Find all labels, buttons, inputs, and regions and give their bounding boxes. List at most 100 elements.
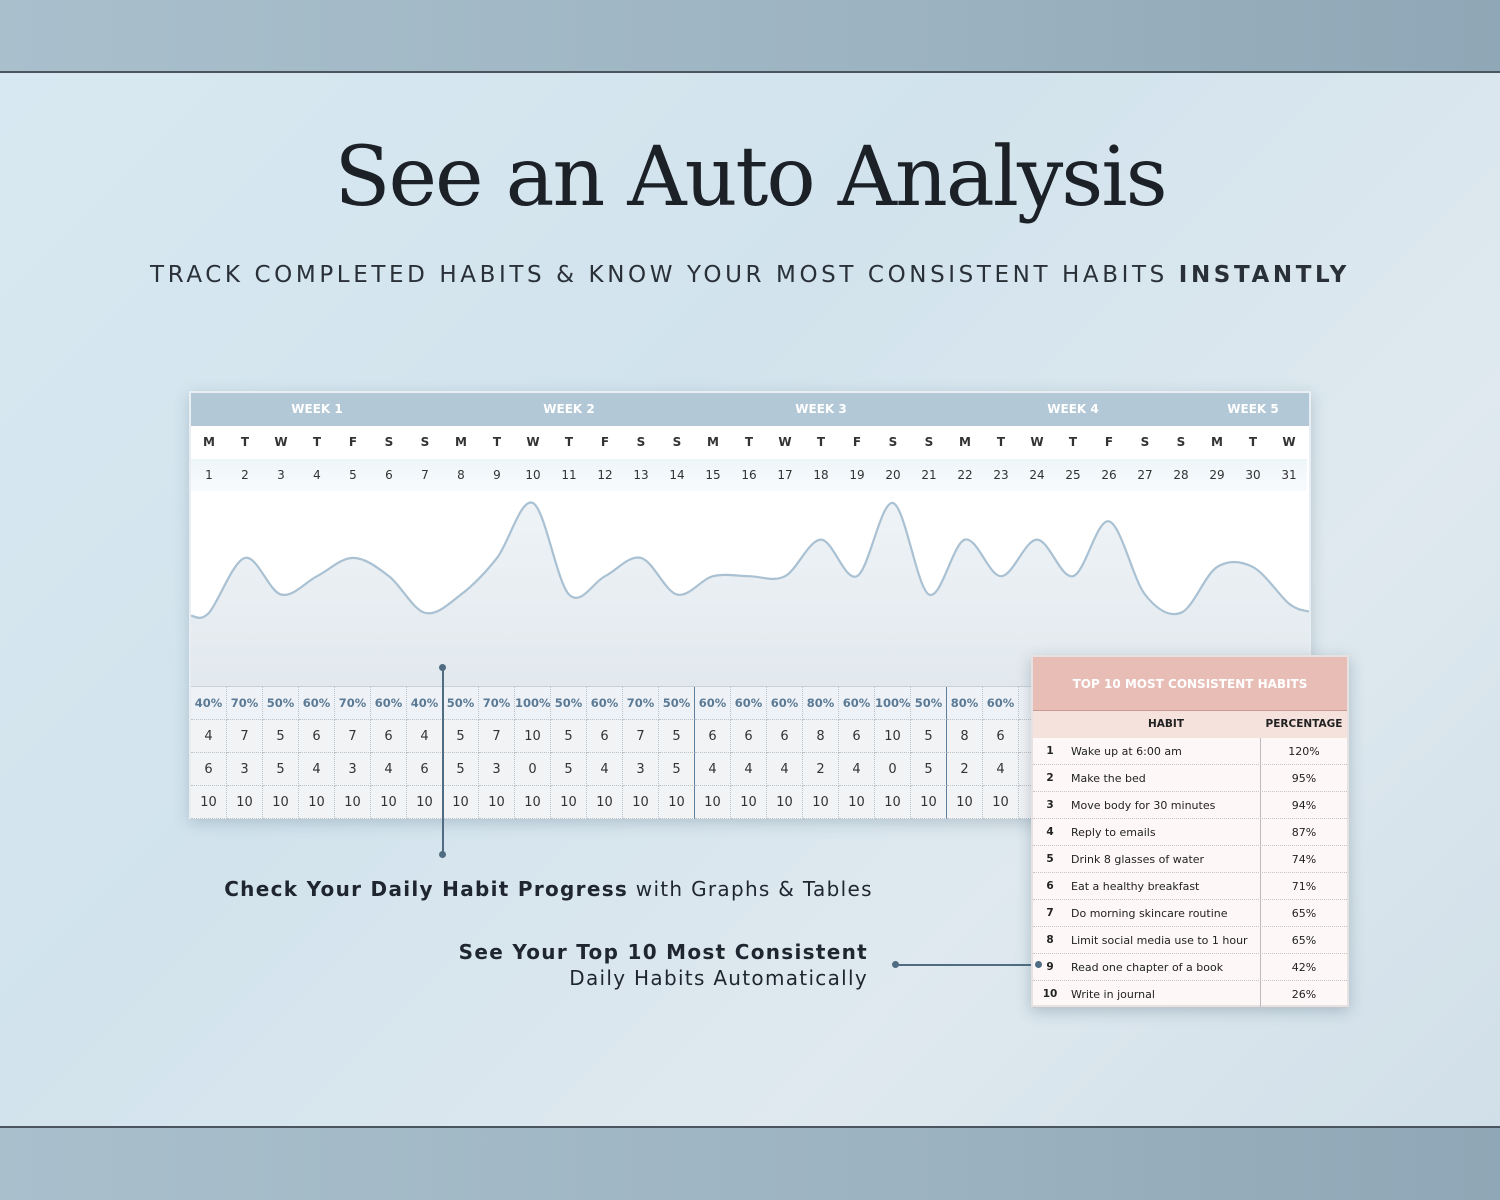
day-number: 27 (1137, 468, 1153, 482)
top10-title: TOP 10 MOST CONSISTENT HABITS (1033, 657, 1347, 711)
table-cell: 0 (515, 753, 551, 786)
table-cell: 60% (371, 687, 407, 720)
table-cell: 4 (407, 720, 443, 753)
table-cell: 5 (659, 720, 695, 753)
table-cell: 80% (947, 687, 983, 720)
top10-row: 10 Write in journal 26% (1033, 981, 1347, 1008)
habit-percentage: 42% (1291, 961, 1317, 974)
habit-name: Move body for 30 minutes (1067, 792, 1261, 818)
table-cell: 60% (767, 687, 803, 720)
day-letter: M (455, 435, 467, 449)
table-cell: 70% (479, 687, 515, 720)
bottom-band (0, 1126, 1500, 1200)
top10-row: 8 Limit social media use to 1 hour 65% (1033, 927, 1347, 954)
day-letter: T (1068, 435, 1078, 449)
table-cell: 60% (695, 687, 731, 720)
day-number: 2 (241, 468, 249, 482)
top10-habits-card: TOP 10 MOST CONSISTENT HABITS HABIT PERC… (1031, 655, 1349, 1008)
caption-progress-bold: Check Your Daily Habit Progress (224, 877, 629, 901)
day-letter: T (816, 435, 826, 449)
rank: 3 (1046, 799, 1054, 811)
table-cell: 4 (695, 753, 731, 786)
table-cell: 60% (299, 687, 335, 720)
day-number: 18 (813, 468, 829, 482)
day-number: 7 (421, 468, 429, 482)
table-cell: 60% (587, 687, 623, 720)
table-cell: 6 (371, 720, 407, 753)
habit-percentage: 87% (1291, 826, 1317, 839)
day-number: 4 (313, 468, 321, 482)
table-cell: 10 (299, 786, 335, 819)
table-cell: 50% (659, 687, 695, 720)
day-letter: W (274, 435, 288, 449)
habit-percentage: 65% (1291, 934, 1317, 947)
habit-name: Eat a healthy breakfast (1067, 873, 1261, 899)
caption-progress: Check Your Daily Habit Progress with Gra… (0, 877, 1097, 901)
week-label: WEEK 2 (543, 402, 595, 416)
day-number: 21 (921, 468, 937, 482)
table-cell: 60% (731, 687, 767, 720)
caption-progress-rest: with Graphs & Tables (635, 877, 873, 901)
day-number: 24 (1029, 468, 1045, 482)
day-number: 19 (849, 468, 865, 482)
table-cell: 10 (623, 786, 659, 819)
day-letter: T (312, 435, 322, 449)
table-cell: 5 (551, 753, 587, 786)
table-cell: 7 (227, 720, 263, 753)
day-number: 15 (705, 468, 721, 482)
day-letter: S (636, 435, 646, 449)
rank: 6 (1046, 880, 1054, 892)
day-letter: W (1030, 435, 1044, 449)
habit-percentage: 95% (1291, 772, 1317, 785)
table-cell: 10 (731, 786, 767, 819)
table-cell: 10 (767, 786, 803, 819)
table-cell: 10 (263, 786, 299, 819)
table-cell: 6 (767, 720, 803, 753)
table-cell: 3 (227, 753, 263, 786)
day-number: 6 (385, 468, 393, 482)
habit-percentage: 65% (1291, 907, 1317, 920)
table-cell: 50% (263, 687, 299, 720)
table-cell: 10 (443, 786, 479, 819)
chart-line (191, 501, 1309, 619)
day-number: 23 (993, 468, 1009, 482)
table-cell: 6 (839, 720, 875, 753)
day-number: 14 (669, 468, 685, 482)
table-cell: 4 (371, 753, 407, 786)
rank: 4 (1046, 826, 1054, 838)
table-cell: 5 (659, 753, 695, 786)
day-number: 17 (777, 468, 793, 482)
callout-dot (439, 664, 446, 671)
table-cell: 10 (875, 720, 911, 753)
callout-line-top10 (896, 964, 1038, 966)
table-cell: 4 (983, 753, 1019, 786)
day-letter: M (707, 435, 719, 449)
table-cell: 4 (731, 753, 767, 786)
caption-top10-bold: See Your Top 10 Most Consistent (458, 940, 868, 964)
table-cell: 6 (587, 720, 623, 753)
day-letter: F (348, 435, 358, 449)
table-cell: 10 (515, 720, 551, 753)
table-cell: 10 (371, 786, 407, 819)
day-letter: F (600, 435, 610, 449)
table-cell: 3 (623, 753, 659, 786)
top10-row: 3 Move body for 30 minutes 94% (1033, 792, 1347, 819)
rank: 8 (1046, 934, 1054, 946)
habit-name: Wake up at 6:00 am (1067, 738, 1261, 764)
caption-top10-rest: Daily Habits Automatically (569, 966, 868, 990)
table-cell: 4 (299, 753, 335, 786)
day-letter: T (492, 435, 502, 449)
table-cell: 10 (659, 786, 695, 819)
table-cell: 60% (983, 687, 1019, 720)
table-cell: 4 (839, 753, 875, 786)
day-letter: S (672, 435, 682, 449)
table-cell: 5 (551, 720, 587, 753)
day-number: 22 (957, 468, 973, 482)
habit-percentage: 74% (1291, 853, 1317, 866)
day-letter: W (526, 435, 540, 449)
day-number: 31 (1281, 468, 1297, 482)
table-cell: 10 (191, 786, 227, 819)
table-cell: 50% (551, 687, 587, 720)
table-cell: 5 (911, 720, 947, 753)
table-cell: 3 (335, 753, 371, 786)
